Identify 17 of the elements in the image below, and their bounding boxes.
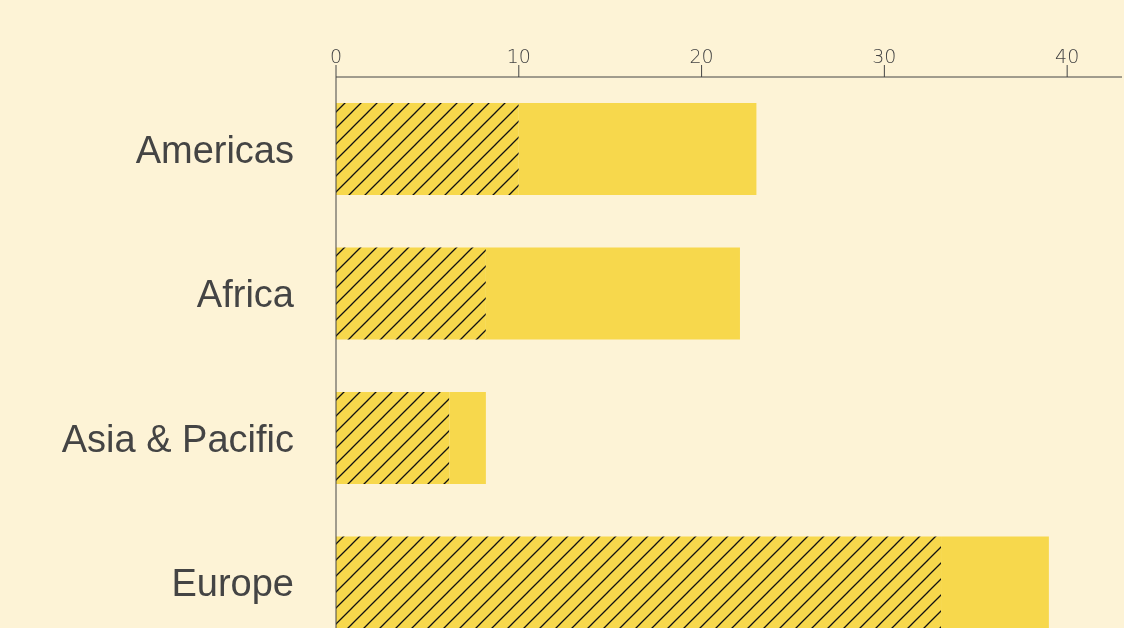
y-tick-label: Americas (135, 128, 294, 171)
bar (336, 392, 450, 484)
y-tick-label: Europe (171, 562, 294, 605)
bar (449, 392, 486, 484)
x-tick-label: 30 (872, 45, 897, 67)
bar (941, 536, 1049, 628)
bar (336, 536, 942, 628)
y-tick-label: Africa (196, 273, 295, 316)
bar (518, 103, 757, 195)
y-tick-label: Asia & Pacific (61, 417, 294, 460)
x-tick-label: 0 (329, 45, 343, 67)
bar (336, 103, 519, 195)
bar (485, 247, 740, 340)
x-tick-label: 40 (1055, 45, 1080, 67)
x-tick-label: 20 (689, 45, 714, 67)
x-tick-label: 10 (506, 45, 531, 67)
bar (336, 247, 486, 340)
